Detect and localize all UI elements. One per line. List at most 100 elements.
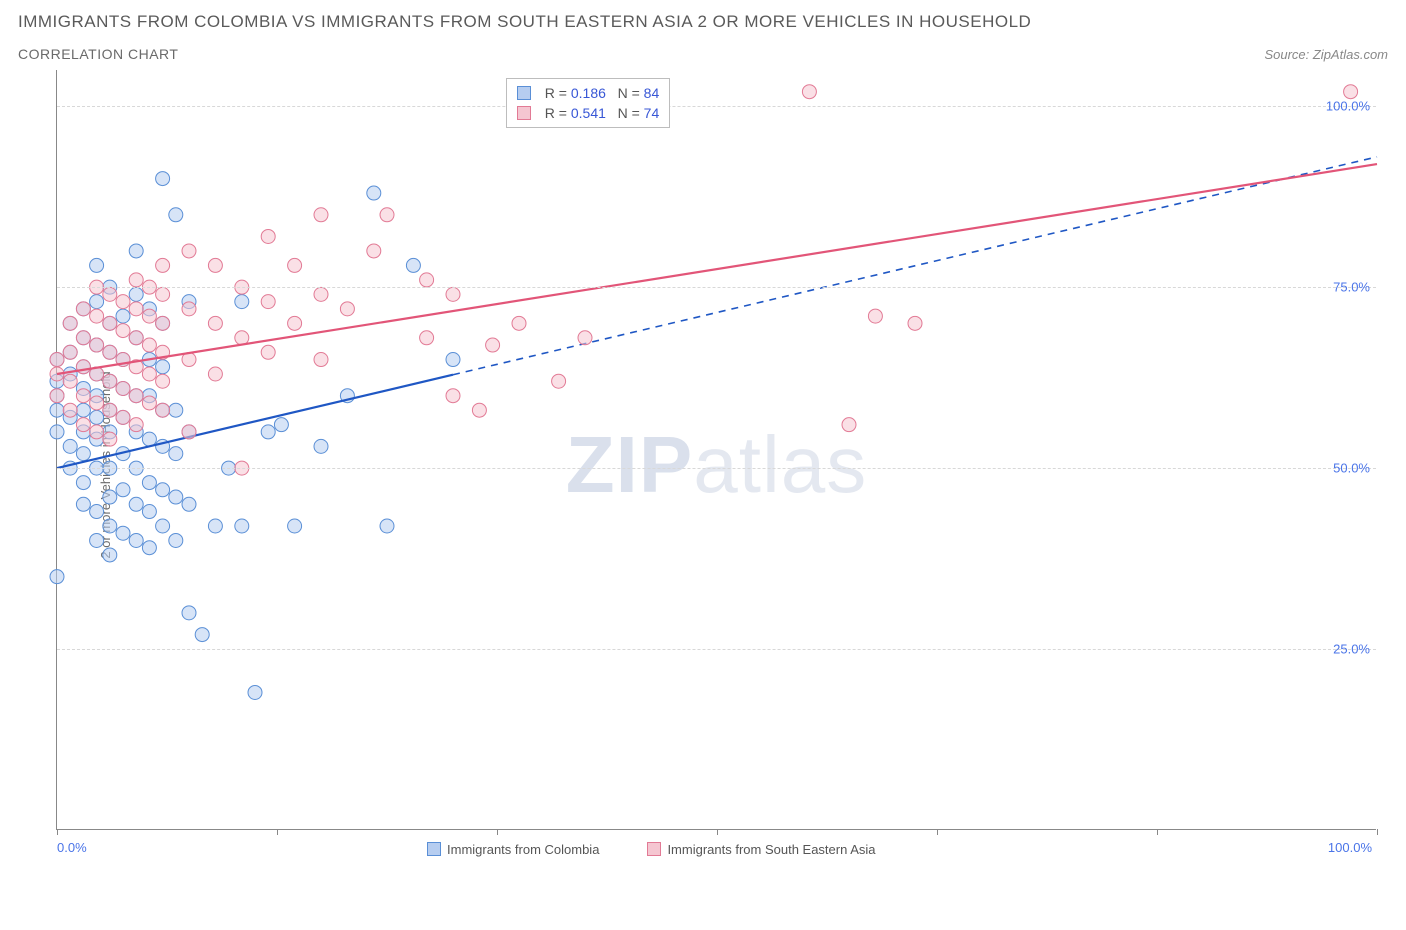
- point-se_asia: [50, 353, 64, 367]
- page-title: IMMIGRANTS FROM COLOMBIA VS IMMIGRANTS F…: [18, 12, 1388, 32]
- point-se_asia: [446, 287, 460, 301]
- point-se_asia: [63, 316, 77, 330]
- x-tick: [1157, 829, 1158, 835]
- point-colombia: [76, 331, 90, 345]
- point-colombia: [63, 439, 77, 453]
- point-se_asia: [129, 360, 143, 374]
- point-colombia: [90, 295, 104, 309]
- point-se_asia: [367, 244, 381, 258]
- point-colombia: [169, 533, 183, 547]
- point-colombia: [380, 519, 394, 533]
- point-colombia: [142, 432, 156, 446]
- point-colombia: [208, 519, 222, 533]
- point-se_asia: [156, 345, 170, 359]
- point-colombia: [156, 519, 170, 533]
- point-colombia: [446, 353, 460, 367]
- point-se_asia: [446, 389, 460, 403]
- point-se_asia: [868, 309, 882, 323]
- point-colombia: [142, 505, 156, 519]
- point-se_asia: [103, 432, 117, 446]
- point-se_asia: [182, 244, 196, 258]
- point-colombia: [235, 519, 249, 533]
- x-tick: [277, 829, 278, 835]
- point-se_asia: [420, 273, 434, 287]
- point-se_asia: [129, 389, 143, 403]
- point-colombia: [406, 258, 420, 272]
- legend-label-colombia: Immigrants from Colombia: [447, 842, 599, 857]
- point-colombia: [142, 389, 156, 403]
- point-se_asia: [63, 345, 77, 359]
- point-colombia: [90, 367, 104, 381]
- point-colombia: [182, 497, 196, 511]
- point-colombia: [156, 360, 170, 374]
- point-se_asia: [261, 295, 275, 309]
- subtitle-row: CORRELATION CHART Source: ZipAtlas.com: [18, 46, 1388, 62]
- point-colombia: [169, 490, 183, 504]
- point-colombia: [156, 316, 170, 330]
- point-se_asia: [314, 353, 328, 367]
- point-colombia: [156, 172, 170, 186]
- stat-legend-row-se_asia: R = 0.541 N = 74: [517, 103, 659, 123]
- point-colombia: [129, 389, 143, 403]
- point-se_asia: [116, 295, 130, 309]
- point-colombia: [169, 403, 183, 417]
- point-colombia: [90, 432, 104, 446]
- point-se_asia: [142, 396, 156, 410]
- point-se_asia: [182, 425, 196, 439]
- point-colombia: [169, 447, 183, 461]
- x-tick-label-right: 100.0%: [1328, 840, 1372, 855]
- point-se_asia: [314, 208, 328, 222]
- point-se_asia: [314, 287, 328, 301]
- x-tick: [497, 829, 498, 835]
- regression-solid-colombia: [57, 375, 453, 468]
- point-se_asia: [208, 367, 222, 381]
- point-se_asia: [578, 331, 592, 345]
- chart-container: 2 or more Vehicles in Household ZIPatlas…: [18, 70, 1388, 860]
- point-colombia: [142, 353, 156, 367]
- point-se_asia: [103, 374, 117, 388]
- point-se_asia: [842, 418, 856, 432]
- point-se_asia: [156, 287, 170, 301]
- point-colombia: [76, 381, 90, 395]
- point-se_asia: [261, 229, 275, 243]
- x-tick-label-left: 0.0%: [57, 840, 87, 855]
- stat-text-colombia: R = 0.186 N = 84: [545, 85, 659, 101]
- point-se_asia: [182, 353, 196, 367]
- point-se_asia: [103, 403, 117, 417]
- point-colombia: [63, 345, 77, 359]
- point-colombia: [182, 295, 196, 309]
- point-se_asia: [90, 367, 104, 381]
- point-colombia: [340, 389, 354, 403]
- point-colombia: [90, 338, 104, 352]
- swatch-colombia: [517, 86, 531, 100]
- point-colombia: [90, 410, 104, 424]
- x-tick: [57, 829, 58, 835]
- point-colombia: [129, 244, 143, 258]
- point-colombia: [103, 490, 117, 504]
- point-se_asia: [63, 374, 77, 388]
- point-colombia: [116, 526, 130, 540]
- point-colombia: [90, 533, 104, 547]
- point-se_asia: [50, 389, 64, 403]
- point-se_asia: [103, 287, 117, 301]
- point-colombia: [314, 439, 328, 453]
- point-colombia: [142, 541, 156, 555]
- point-colombia: [90, 505, 104, 519]
- point-colombia: [90, 389, 104, 403]
- point-se_asia: [76, 360, 90, 374]
- legend-item-colombia: Immigrants from Colombia: [427, 842, 599, 857]
- legend-label-se_asia: Immigrants from South Eastern Asia: [667, 842, 875, 857]
- point-colombia: [50, 425, 64, 439]
- y-tick-label: 50.0%: [1333, 461, 1370, 476]
- point-se_asia: [76, 418, 90, 432]
- point-se_asia: [76, 302, 90, 316]
- legend-item-se_asia: Immigrants from South Eastern Asia: [647, 842, 875, 857]
- point-colombia: [76, 497, 90, 511]
- point-colombia: [103, 548, 117, 562]
- gridline-h: [57, 287, 1376, 288]
- point-se_asia: [512, 316, 526, 330]
- point-colombia: [235, 295, 249, 309]
- point-colombia: [116, 410, 130, 424]
- point-se_asia: [380, 208, 394, 222]
- point-se_asia: [1344, 85, 1358, 99]
